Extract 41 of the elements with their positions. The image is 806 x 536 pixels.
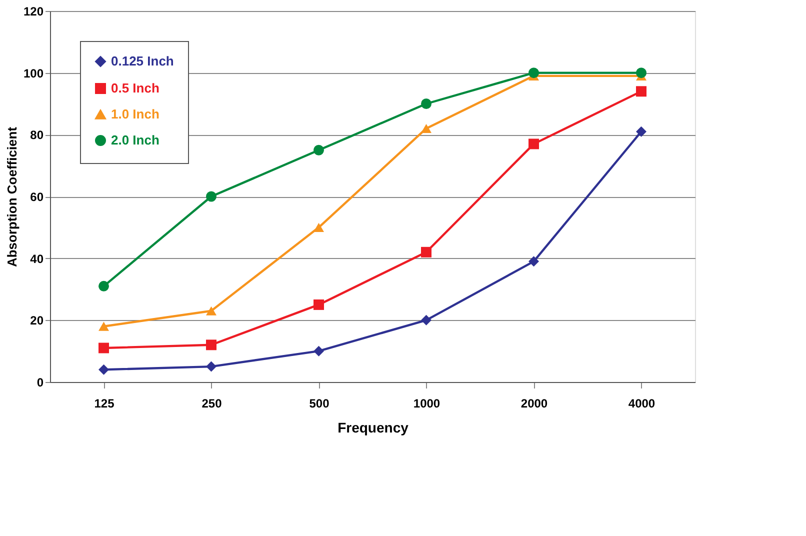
y-tick-label: 20 <box>30 314 44 328</box>
point <box>421 246 432 258</box>
point <box>206 361 216 372</box>
point <box>314 346 324 356</box>
point <box>314 222 324 232</box>
point <box>314 299 324 310</box>
y-tick-label: 60 <box>30 190 44 204</box>
point <box>98 364 109 375</box>
x-tick-label: 500 <box>309 396 330 410</box>
y-tick-label: 100 <box>23 66 44 80</box>
x-tick-label: 1000 <box>413 396 440 410</box>
point <box>421 98 432 109</box>
point <box>528 138 539 150</box>
legend-label: 2.0 Inch <box>111 132 160 148</box>
y-tick-label: 0 <box>36 376 44 390</box>
x-tick-label: 250 <box>202 396 222 410</box>
point <box>528 256 539 267</box>
point <box>636 126 646 137</box>
x-tick-label: 125 <box>94 396 115 410</box>
point <box>206 340 216 350</box>
point <box>98 322 109 331</box>
y-tick-label: 120 <box>23 4 44 18</box>
point <box>206 306 216 316</box>
point <box>98 280 109 292</box>
x-axis-title: Frequency <box>338 420 409 436</box>
point <box>206 191 216 202</box>
y-axis-title: Absorption Coefficient <box>4 126 20 268</box>
point <box>528 68 539 78</box>
point <box>636 86 646 97</box>
legend-label: 0.5 Inch <box>111 80 160 96</box>
point <box>98 342 109 354</box>
point <box>421 124 432 134</box>
legend-label: 1.0 Inch <box>111 106 160 122</box>
point <box>421 314 432 326</box>
point <box>314 144 324 156</box>
legend-label: 0.125 Inch <box>111 54 174 68</box>
y-tick-label: 80 <box>30 128 44 142</box>
x-tick-label: 2000 <box>520 396 548 410</box>
x-tick-label: 4000 <box>628 396 656 410</box>
point <box>636 68 646 78</box>
y-tick-label: 40 <box>30 252 44 266</box>
